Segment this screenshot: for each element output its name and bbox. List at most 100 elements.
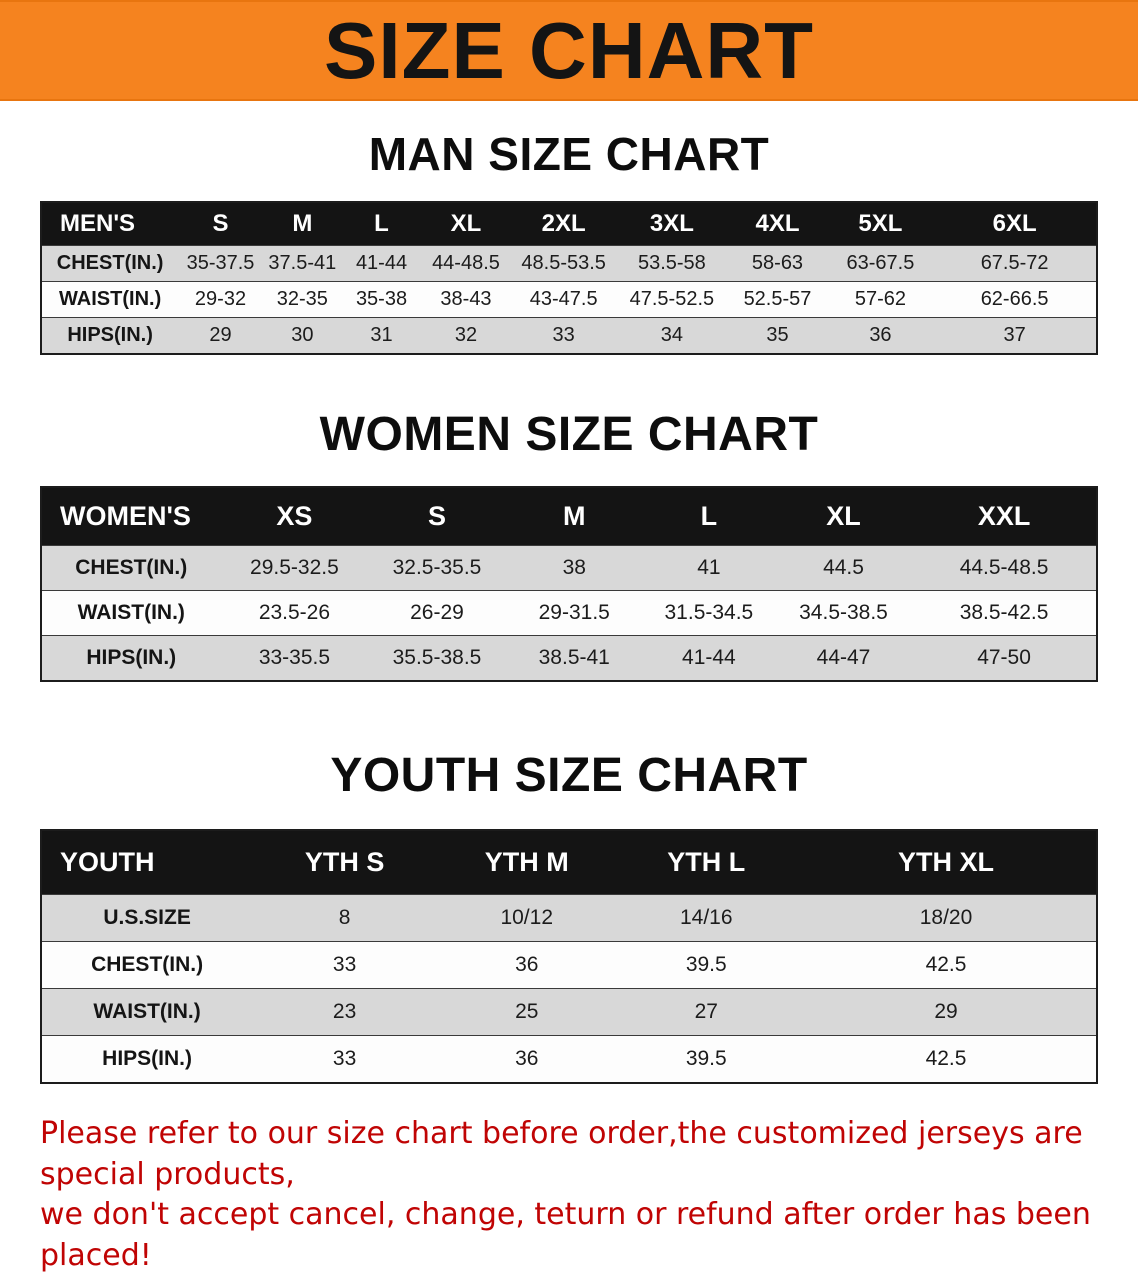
table-cell: 18/20	[796, 894, 1097, 942]
table-cell: 38	[505, 545, 643, 591]
row-label: CHEST(IN.)	[41, 545, 221, 591]
size-header-cell: 4XL	[727, 202, 828, 246]
footer-note-line-1: Please refer to our size chart before or…	[40, 1116, 1083, 1192]
row-label: WAIST(IN.)	[41, 988, 253, 1036]
table-cell: 27	[616, 988, 797, 1036]
table-cell: 35-38	[341, 281, 422, 318]
women-table-header-row: WOMEN'S XS S M L XL XXL	[41, 487, 1097, 546]
table-cell: 35	[727, 317, 828, 354]
table-cell: 8	[252, 894, 437, 942]
women-section-heading: WOMEN SIZE CHART	[319, 408, 819, 461]
size-chart-banner: SIZE CHART	[0, 0, 1138, 101]
table-cell: 36	[827, 317, 934, 354]
table-cell: 57-62	[827, 281, 934, 318]
men-section-heading: MAN SIZE CHART	[368, 128, 770, 180]
table-row-chest: CHEST(IN.) 35-37.5 37.5-41 41-44 44-48.5…	[41, 245, 1097, 282]
table-cell: 31.5-34.5	[642, 590, 775, 636]
table-cell: 62-66.5	[933, 281, 1097, 318]
table-cell: 33	[252, 941, 437, 989]
women-section: WOMEN SIZE CHART WOMEN'S XS S M L XL XXL…	[0, 407, 1138, 682]
table-cell: 33	[510, 317, 617, 354]
table-cell: 58-63	[727, 245, 828, 282]
row-label: CHEST(IN.)	[41, 941, 253, 989]
footer-note: Please refer to our size chart before or…	[40, 1114, 1118, 1276]
row-label: HIPS(IN.)	[41, 635, 221, 681]
size-header-cell: XXL	[912, 487, 1097, 546]
table-cell: 43-47.5	[510, 281, 617, 318]
table-cell: 26-29	[368, 590, 506, 636]
women-table-title-cell: WOMEN'S	[41, 487, 221, 546]
table-cell: 38.5-42.5	[912, 590, 1097, 636]
youth-table-header-row: YOUTH YTH S YTH M YTH L YTH XL	[41, 830, 1097, 895]
table-cell: 32-35	[262, 281, 342, 318]
row-label: HIPS(IN.)	[41, 1035, 253, 1083]
table-cell: 44-47	[774, 635, 913, 681]
table-row-chest: CHEST(IN.) 29.5-32.5 32.5-35.5 38 41 44.…	[41, 545, 1097, 591]
size-header-cell: M	[262, 202, 342, 246]
row-label: CHEST(IN.)	[41, 245, 179, 282]
table-cell: 37.5-41	[262, 245, 342, 282]
table-cell: 29-31.5	[505, 590, 643, 636]
size-header-cell: 3XL	[616, 202, 728, 246]
row-label: WAIST(IN.)	[41, 590, 221, 636]
size-header-cell: 6XL	[933, 202, 1097, 246]
table-cell: 29	[178, 317, 263, 354]
size-header-cell: S	[178, 202, 263, 246]
table-cell: 44.5	[774, 545, 913, 591]
table-cell: 33-35.5	[220, 635, 369, 681]
size-header-cell: 5XL	[827, 202, 934, 246]
size-header-cell: L	[341, 202, 422, 246]
table-cell: 29-32	[178, 281, 263, 318]
table-row-hips: HIPS(IN.) 29 30 31 32 33 34 35 36 37	[41, 317, 1097, 354]
size-header-cell: 2XL	[510, 202, 617, 246]
size-header-cell: XL	[774, 487, 913, 546]
size-header-cell: S	[368, 487, 506, 546]
table-cell: 34	[616, 317, 728, 354]
table-cell: 38-43	[421, 281, 511, 318]
men-section: MAN SIZE CHART MEN'S S M L XL 2XL 3XL 4X…	[0, 127, 1138, 355]
size-header-cell: XL	[421, 202, 511, 246]
table-cell: 25	[436, 988, 617, 1036]
table-cell: 32.5-35.5	[368, 545, 506, 591]
size-header-cell: L	[642, 487, 775, 546]
table-row-waist: WAIST(IN.) 23 25 27 29	[41, 988, 1097, 1036]
table-cell: 33	[252, 1035, 437, 1083]
table-cell: 41-44	[642, 635, 775, 681]
table-cell: 39.5	[616, 941, 797, 989]
table-cell: 47-50	[912, 635, 1097, 681]
row-label: WAIST(IN.)	[41, 281, 179, 318]
row-label: U.S.SIZE	[41, 894, 253, 942]
men-table-title-cell: MEN'S	[41, 202, 179, 246]
table-row-waist: WAIST(IN.) 29-32 32-35 35-38 38-43 43-47…	[41, 281, 1097, 318]
table-cell: 35-37.5	[178, 245, 263, 282]
table-cell: 23.5-26	[220, 590, 369, 636]
table-cell: 41	[642, 545, 775, 591]
table-cell: 36	[436, 941, 617, 989]
table-cell: 44-48.5	[421, 245, 511, 282]
table-row-waist: WAIST(IN.) 23.5-26 26-29 29-31.5 31.5-34…	[41, 590, 1097, 636]
table-cell: 41-44	[341, 245, 422, 282]
size-header-cell: M	[505, 487, 643, 546]
size-header-cell: YTH S	[252, 830, 437, 895]
table-cell: 42.5	[796, 941, 1097, 989]
table-cell: 32	[421, 317, 511, 354]
youth-table-title-cell: YOUTH	[41, 830, 253, 895]
table-cell: 47.5-52.5	[616, 281, 728, 318]
table-cell: 38.5-41	[505, 635, 643, 681]
table-cell: 52.5-57	[727, 281, 828, 318]
table-cell: 42.5	[796, 1035, 1097, 1083]
table-cell: 37	[933, 317, 1097, 354]
table-cell: 44.5-48.5	[912, 545, 1097, 591]
youth-section: YOUTH SIZE CHART YOUTH YTH S YTH M YTH L…	[0, 748, 1138, 1084]
table-cell: 48.5-53.5	[510, 245, 617, 282]
banner-title: SIZE CHART	[324, 5, 814, 95]
table-row-hips: HIPS(IN.) 33-35.5 35.5-38.5 38.5-41 41-4…	[41, 635, 1097, 681]
footer-note-line-2: we don't accept cancel, change, teturn o…	[40, 1197, 1091, 1273]
size-header-cell: XS	[220, 487, 369, 546]
table-row-chest: CHEST(IN.) 33 36 39.5 42.5	[41, 941, 1097, 989]
table-cell: 67.5-72	[933, 245, 1097, 282]
table-row-hips: HIPS(IN.) 33 36 39.5 42.5	[41, 1035, 1097, 1083]
size-header-cell: YTH XL	[796, 830, 1097, 895]
table-cell: 29.5-32.5	[220, 545, 369, 591]
size-header-cell: YTH M	[436, 830, 617, 895]
